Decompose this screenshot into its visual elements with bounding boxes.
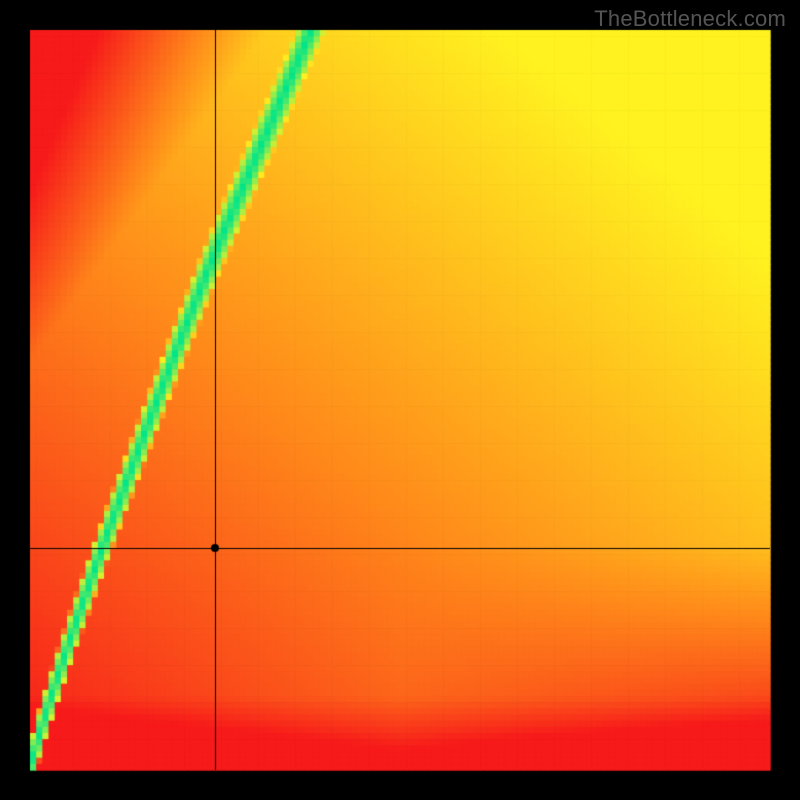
watermark-text: TheBottleneck.com xyxy=(594,6,786,32)
chart-container: TheBottleneck.com xyxy=(0,0,800,800)
heatmap-canvas xyxy=(0,0,800,800)
